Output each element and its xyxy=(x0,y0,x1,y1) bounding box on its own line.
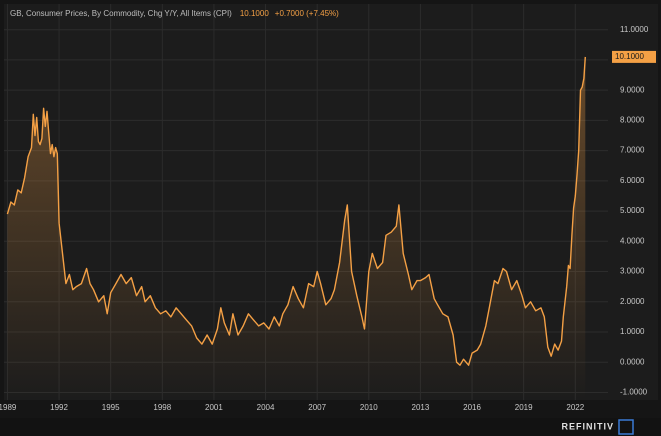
x-tick-label: 1989 xyxy=(0,403,17,412)
last-value-box xyxy=(612,50,656,63)
x-tick-label: 2010 xyxy=(360,403,378,412)
y-tick-label: 9.0000 xyxy=(620,85,645,94)
axis-area xyxy=(608,4,658,400)
footer-bar xyxy=(0,418,661,436)
y-tick-label: 8.0000 xyxy=(620,115,645,124)
last-value-label: 10.1000 xyxy=(615,52,644,61)
y-tick-label: 2.0000 xyxy=(620,297,645,306)
y-tick-label: -1.0000 xyxy=(620,388,648,397)
x-tick-label: 2013 xyxy=(412,403,430,412)
brand: REFINITIV xyxy=(561,421,614,431)
x-tick-label: 2022 xyxy=(566,403,584,412)
area xyxy=(7,56,586,401)
x-tick-label: 2019 xyxy=(515,403,533,412)
x-tick-label: 1995 xyxy=(102,403,120,412)
y-tick-label: 0.0000 xyxy=(620,357,645,366)
y-tick-label: 3.0000 xyxy=(620,267,645,276)
x-tick-label: 2016 xyxy=(463,403,481,412)
line xyxy=(6,56,586,366)
chart-title: GB, Consumer Prices, By Commodity, Chg Y… xyxy=(10,9,232,18)
x-tick-label: 2001 xyxy=(205,403,223,412)
header-change: +0.7000 (+7.45%) xyxy=(275,9,339,18)
x-tick-label: 2007 xyxy=(308,403,326,412)
y-tick-label: 11.0000 xyxy=(620,25,649,34)
x-tick-label: 1992 xyxy=(50,403,68,412)
y-tick-label: 4.0000 xyxy=(620,236,645,245)
y-tick-label: 6.0000 xyxy=(620,176,645,185)
y-tick-label: 7.0000 xyxy=(620,146,645,155)
x-tick-label: 1998 xyxy=(153,403,171,412)
y-tick-label: 1.0000 xyxy=(620,327,645,336)
brand-logo xyxy=(618,419,634,435)
header-value: 10.1000 xyxy=(240,9,269,18)
x-tick-label: 2004 xyxy=(257,403,275,412)
y-tick-label: 5.0000 xyxy=(620,206,645,215)
